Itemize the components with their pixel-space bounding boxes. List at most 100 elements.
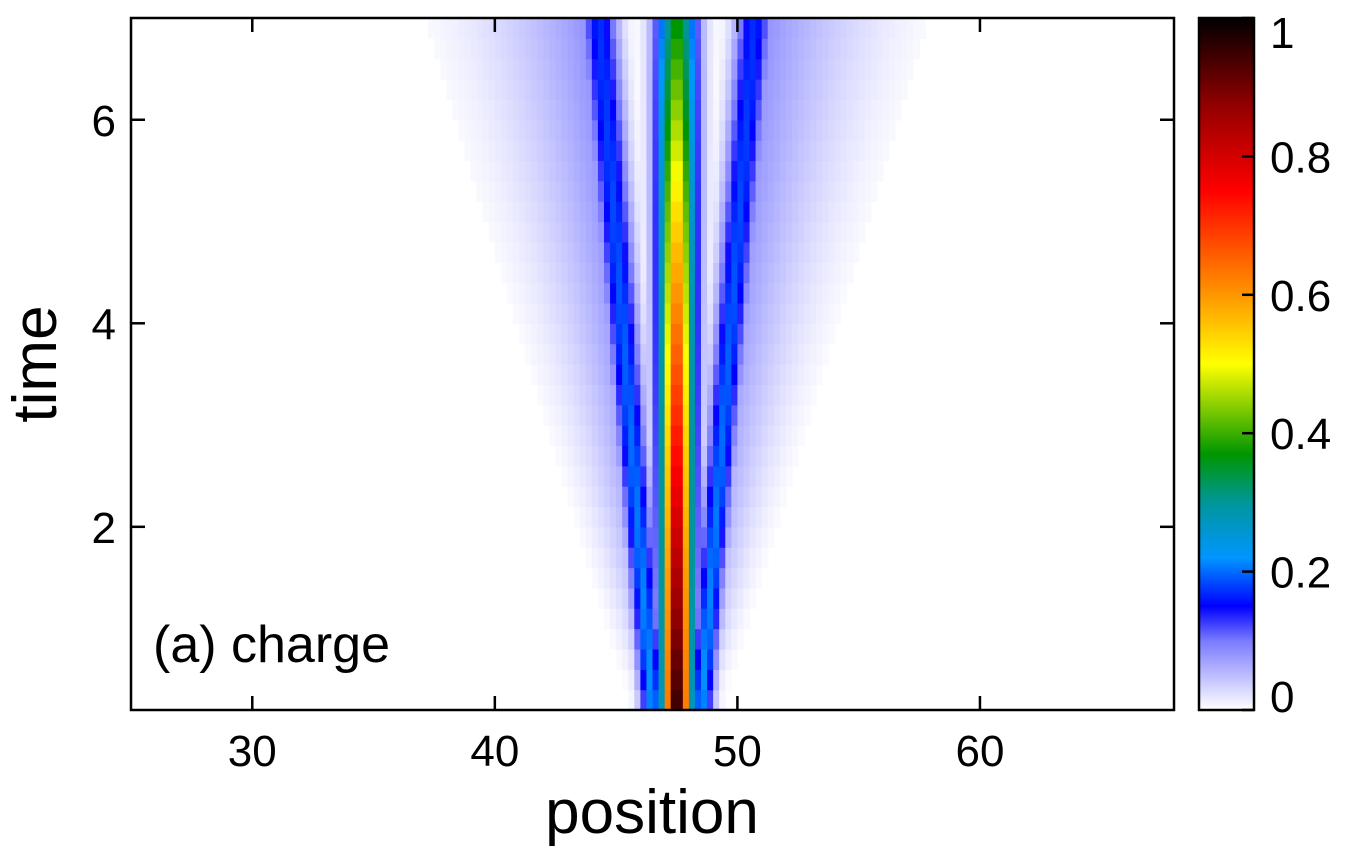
heatmap-cell <box>713 486 720 508</box>
heatmap-cell <box>816 343 823 365</box>
heatmap-cell <box>519 18 526 39</box>
heatmap-cell <box>713 465 720 487</box>
heatmap-cell <box>664 567 672 589</box>
heatmap-cell <box>713 262 720 284</box>
heatmap-cell <box>670 628 678 650</box>
heatmap-cell <box>707 404 714 426</box>
heatmap-cell <box>664 364 672 385</box>
heatmap-cell <box>743 201 751 223</box>
heatmap-cell <box>676 364 684 385</box>
heatmap-cell <box>810 180 817 202</box>
heatmap-cell <box>458 58 466 80</box>
heatmap-cell <box>761 241 769 263</box>
heatmap-cell <box>688 547 696 569</box>
heatmap-cell <box>585 180 593 202</box>
heatmap-cell <box>688 221 696 243</box>
heatmap-cell <box>731 323 738 345</box>
heatmap-cell <box>707 99 714 121</box>
heatmap-cell <box>658 628 666 650</box>
heatmap-cell <box>670 547 678 569</box>
heatmap-cell <box>664 648 672 670</box>
heatmap-cell <box>482 99 490 121</box>
heatmap-cell <box>682 587 690 609</box>
heatmap-cell <box>737 119 745 141</box>
heatmap-cell <box>846 119 854 141</box>
heatmap-cell <box>737 465 745 487</box>
heatmap-cell <box>470 99 478 121</box>
heatmap-cell <box>816 119 823 141</box>
heatmap-cell <box>876 160 884 182</box>
heatmap-cell <box>816 221 823 243</box>
heatmap-cell <box>713 364 720 385</box>
heatmap-cell <box>543 99 551 121</box>
heatmap-cell <box>798 119 805 141</box>
heatmap-cell <box>603 343 611 365</box>
heatmap-cell <box>719 364 726 385</box>
heatmap-cell <box>616 18 623 39</box>
heatmap-cell <box>591 241 599 263</box>
heatmap-cell <box>767 180 775 202</box>
heatmap-cell <box>755 404 763 426</box>
heatmap-cell <box>537 241 544 263</box>
heatmap-cell <box>616 608 623 630</box>
heatmap-cell <box>622 669 629 691</box>
heatmap-cell <box>737 526 745 548</box>
heatmap-cell <box>816 302 823 324</box>
heatmap-cell <box>852 79 860 101</box>
heatmap-cell <box>858 58 866 80</box>
heatmap-cell <box>749 384 757 406</box>
heatmap-cell <box>816 99 823 121</box>
heatmap-cell <box>537 99 544 121</box>
heatmap-cell <box>567 160 575 182</box>
heatmap-cell <box>452 99 460 121</box>
heatmap-cell <box>640 18 648 39</box>
heatmap-cell <box>901 18 908 39</box>
heatmap-cell <box>785 241 793 263</box>
heatmap-cell <box>506 38 514 60</box>
heatmap-cell <box>676 262 684 284</box>
heatmap-cell <box>773 262 781 284</box>
heatmap-cell <box>882 99 890 121</box>
heatmap-cell <box>634 140 641 162</box>
heatmap-cell <box>779 201 787 223</box>
heatmap-cell <box>761 262 769 284</box>
heatmap-cell <box>779 38 787 60</box>
heatmap-cell <box>840 160 848 182</box>
heatmap-cell <box>725 567 732 589</box>
heatmap-cell <box>682 445 690 467</box>
heatmap-cell <box>694 669 702 691</box>
heatmap-cell <box>670 302 678 324</box>
heatmap-cell <box>561 221 569 243</box>
heatmap-cell <box>603 180 611 202</box>
heatmap-cell <box>597 282 605 304</box>
heatmap-cell <box>640 38 648 60</box>
heatmap-cell <box>567 364 575 385</box>
heatmap-cell <box>610 404 617 426</box>
heatmap-cell <box>579 140 587 162</box>
heatmap-cell <box>834 241 842 263</box>
heatmap-cell <box>755 364 763 385</box>
heatmap-cell <box>694 384 702 406</box>
heatmap-cell <box>476 180 484 202</box>
heatmap-cell <box>622 486 629 508</box>
heatmap-cell <box>561 79 569 101</box>
heatmap-cell <box>555 262 563 284</box>
heatmap-cell <box>888 79 896 101</box>
heatmap-cell <box>701 567 708 589</box>
heatmap-cell <box>610 343 617 365</box>
heatmap-cell <box>646 323 654 345</box>
heatmap-cell <box>755 18 763 39</box>
heatmap-cell <box>591 221 599 243</box>
heatmap-cell <box>646 404 654 426</box>
heatmap-cell <box>682 119 690 141</box>
heatmap-cell <box>561 241 569 263</box>
heatmap-cell <box>531 364 538 385</box>
heatmap-cell <box>773 302 781 324</box>
colorbar-tick-label: 0.2 <box>1270 549 1331 598</box>
heatmap-cell <box>616 506 623 528</box>
heatmap-cell <box>628 323 635 345</box>
heatmap-cell <box>798 282 805 304</box>
heatmap-cell <box>785 282 793 304</box>
heatmap-cell <box>707 18 714 39</box>
heatmap-cell <box>555 425 563 447</box>
